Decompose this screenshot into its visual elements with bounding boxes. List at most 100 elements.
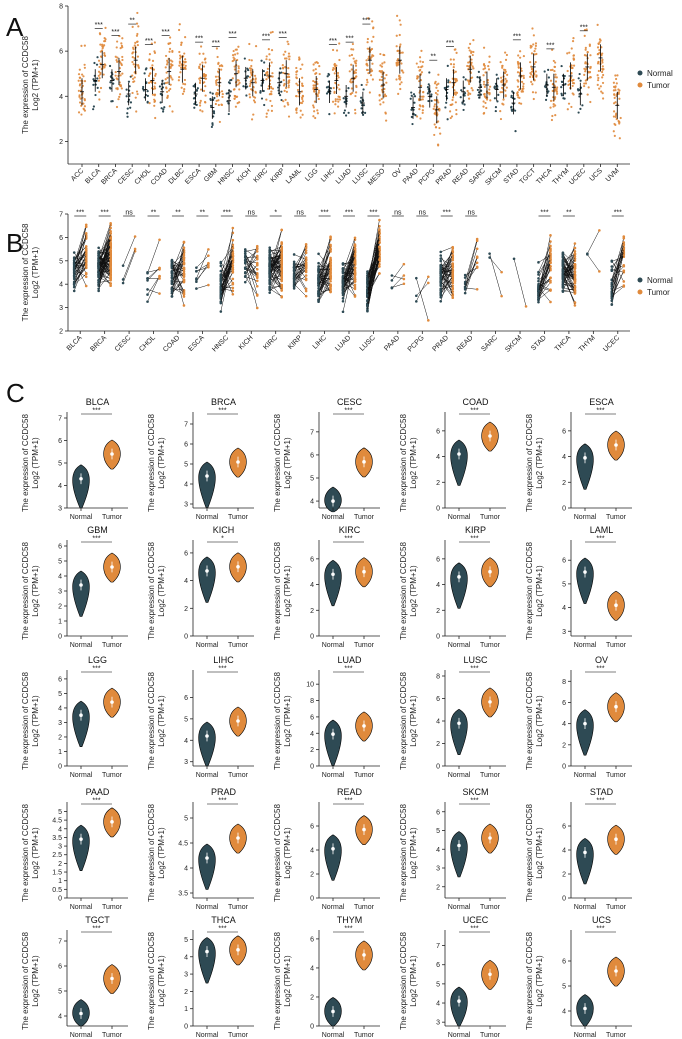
tumor-x-tick-label: Tumor <box>102 642 123 649</box>
significance-label: *** <box>76 210 84 217</box>
normal-point <box>195 287 198 290</box>
tumor-point <box>354 68 358 72</box>
normal-point <box>280 71 283 74</box>
tumor-point <box>99 86 103 90</box>
tumor-point <box>133 247 137 251</box>
normal-x-tick-label: Normal <box>448 1032 471 1039</box>
pair-line <box>342 267 356 289</box>
normal-point <box>195 280 198 284</box>
normal-point <box>347 87 350 90</box>
normal-point <box>341 275 345 279</box>
tumor-point <box>553 65 556 68</box>
tumor-point <box>312 87 315 91</box>
tumor-point <box>448 81 452 84</box>
normal-point <box>97 271 100 274</box>
normal-x-tick-label: Normal <box>196 772 219 779</box>
pair-line <box>562 270 576 291</box>
tumor-point <box>432 107 435 110</box>
normal-point <box>209 97 212 101</box>
tumor-point <box>182 60 185 63</box>
normal-point <box>439 276 443 280</box>
y-axis-label: The expression of CCDC58 <box>147 804 156 902</box>
tumor-point <box>99 62 102 65</box>
tumor-point <box>202 52 205 55</box>
normal-point <box>262 69 265 73</box>
y-tick-label: 6 <box>310 824 314 831</box>
y-axis-label: The expression of CCDC58 <box>399 414 408 512</box>
pair-line <box>391 275 404 280</box>
tumor-point <box>220 68 223 71</box>
y-tick-label: 3.5 <box>52 835 62 842</box>
normal-point <box>544 86 547 89</box>
pair-line <box>171 259 185 270</box>
significance-label: *** <box>443 210 451 217</box>
tumor-point <box>255 274 259 278</box>
tumor-point <box>153 85 156 88</box>
normal-point <box>219 260 223 264</box>
tumor-point <box>378 245 381 249</box>
tumor-point <box>489 99 492 102</box>
normal-point <box>463 103 466 106</box>
pair-line <box>440 258 453 267</box>
tumor-point <box>136 64 140 67</box>
normal-point <box>110 100 113 103</box>
tumor-point <box>467 91 470 95</box>
tumor-point <box>198 81 202 84</box>
tumor-point <box>599 85 602 88</box>
tumor-x-tick-label: Tumor <box>354 514 375 521</box>
tumor-x-tick-label: Tumor <box>228 904 249 911</box>
tumor-point <box>489 85 492 88</box>
tumor-x-tick-label: Tumor <box>354 904 375 911</box>
y-tick-label: 6 <box>310 452 314 459</box>
y-axis-label-unit: Log2 (TPM+1) <box>409 437 418 489</box>
normal-point <box>511 90 514 93</box>
tumor-point <box>395 78 398 81</box>
y-tick-label: 0.5 <box>52 887 62 894</box>
normal-point <box>243 280 247 284</box>
normal-point <box>537 289 540 293</box>
y-axis-label-unit: Log2 (TPM+1) <box>31 955 40 1007</box>
tumor-point <box>587 86 590 89</box>
tumor-point <box>366 37 369 41</box>
tumor-point <box>296 70 299 73</box>
tumor-point <box>353 283 357 287</box>
tumor-point <box>304 287 308 291</box>
significance-label: ** <box>566 210 572 217</box>
tumor-point <box>204 61 207 64</box>
x-tick-label: CESC <box>114 334 133 353</box>
tumor-point <box>467 93 470 96</box>
legend-tumor-label: Tumor <box>647 81 670 90</box>
tumor-point <box>402 262 406 266</box>
normal-x-tick-label: Normal <box>448 772 471 779</box>
y-tick-label: 1 <box>58 878 62 885</box>
tumor-point <box>486 78 490 82</box>
tumor-point <box>398 78 402 81</box>
tumor-point <box>475 288 479 291</box>
normal-point <box>268 271 271 275</box>
tumor-point <box>366 47 369 50</box>
tumor-point <box>402 277 406 281</box>
normal-point <box>97 267 100 271</box>
normal-point <box>143 72 146 75</box>
normal-point <box>410 115 413 119</box>
tumor-point <box>283 82 286 86</box>
x-tick-label: COAD <box>150 167 169 186</box>
tumor-point <box>283 57 287 60</box>
tumor-median-point <box>488 836 492 840</box>
normal-point <box>537 285 540 289</box>
y-tick-label: 6 <box>58 676 62 683</box>
y-axis-label-unit: Log2 (TPM+1) <box>409 955 418 1007</box>
tumor-point <box>551 48 554 51</box>
y-axis-label: The expression of CCDC58 <box>399 542 408 640</box>
tumor-median-point <box>236 836 240 840</box>
y-tick-label: 4 <box>436 582 440 589</box>
normal-point <box>92 78 95 81</box>
normal-violin <box>450 831 468 878</box>
tumor-point <box>617 88 620 91</box>
tumor-point <box>516 94 519 97</box>
tumor-point <box>269 92 272 96</box>
y-tick-label: 6 <box>59 235 63 242</box>
tumor-point <box>400 69 403 72</box>
normal-point <box>563 92 567 95</box>
pair-line <box>269 256 282 263</box>
